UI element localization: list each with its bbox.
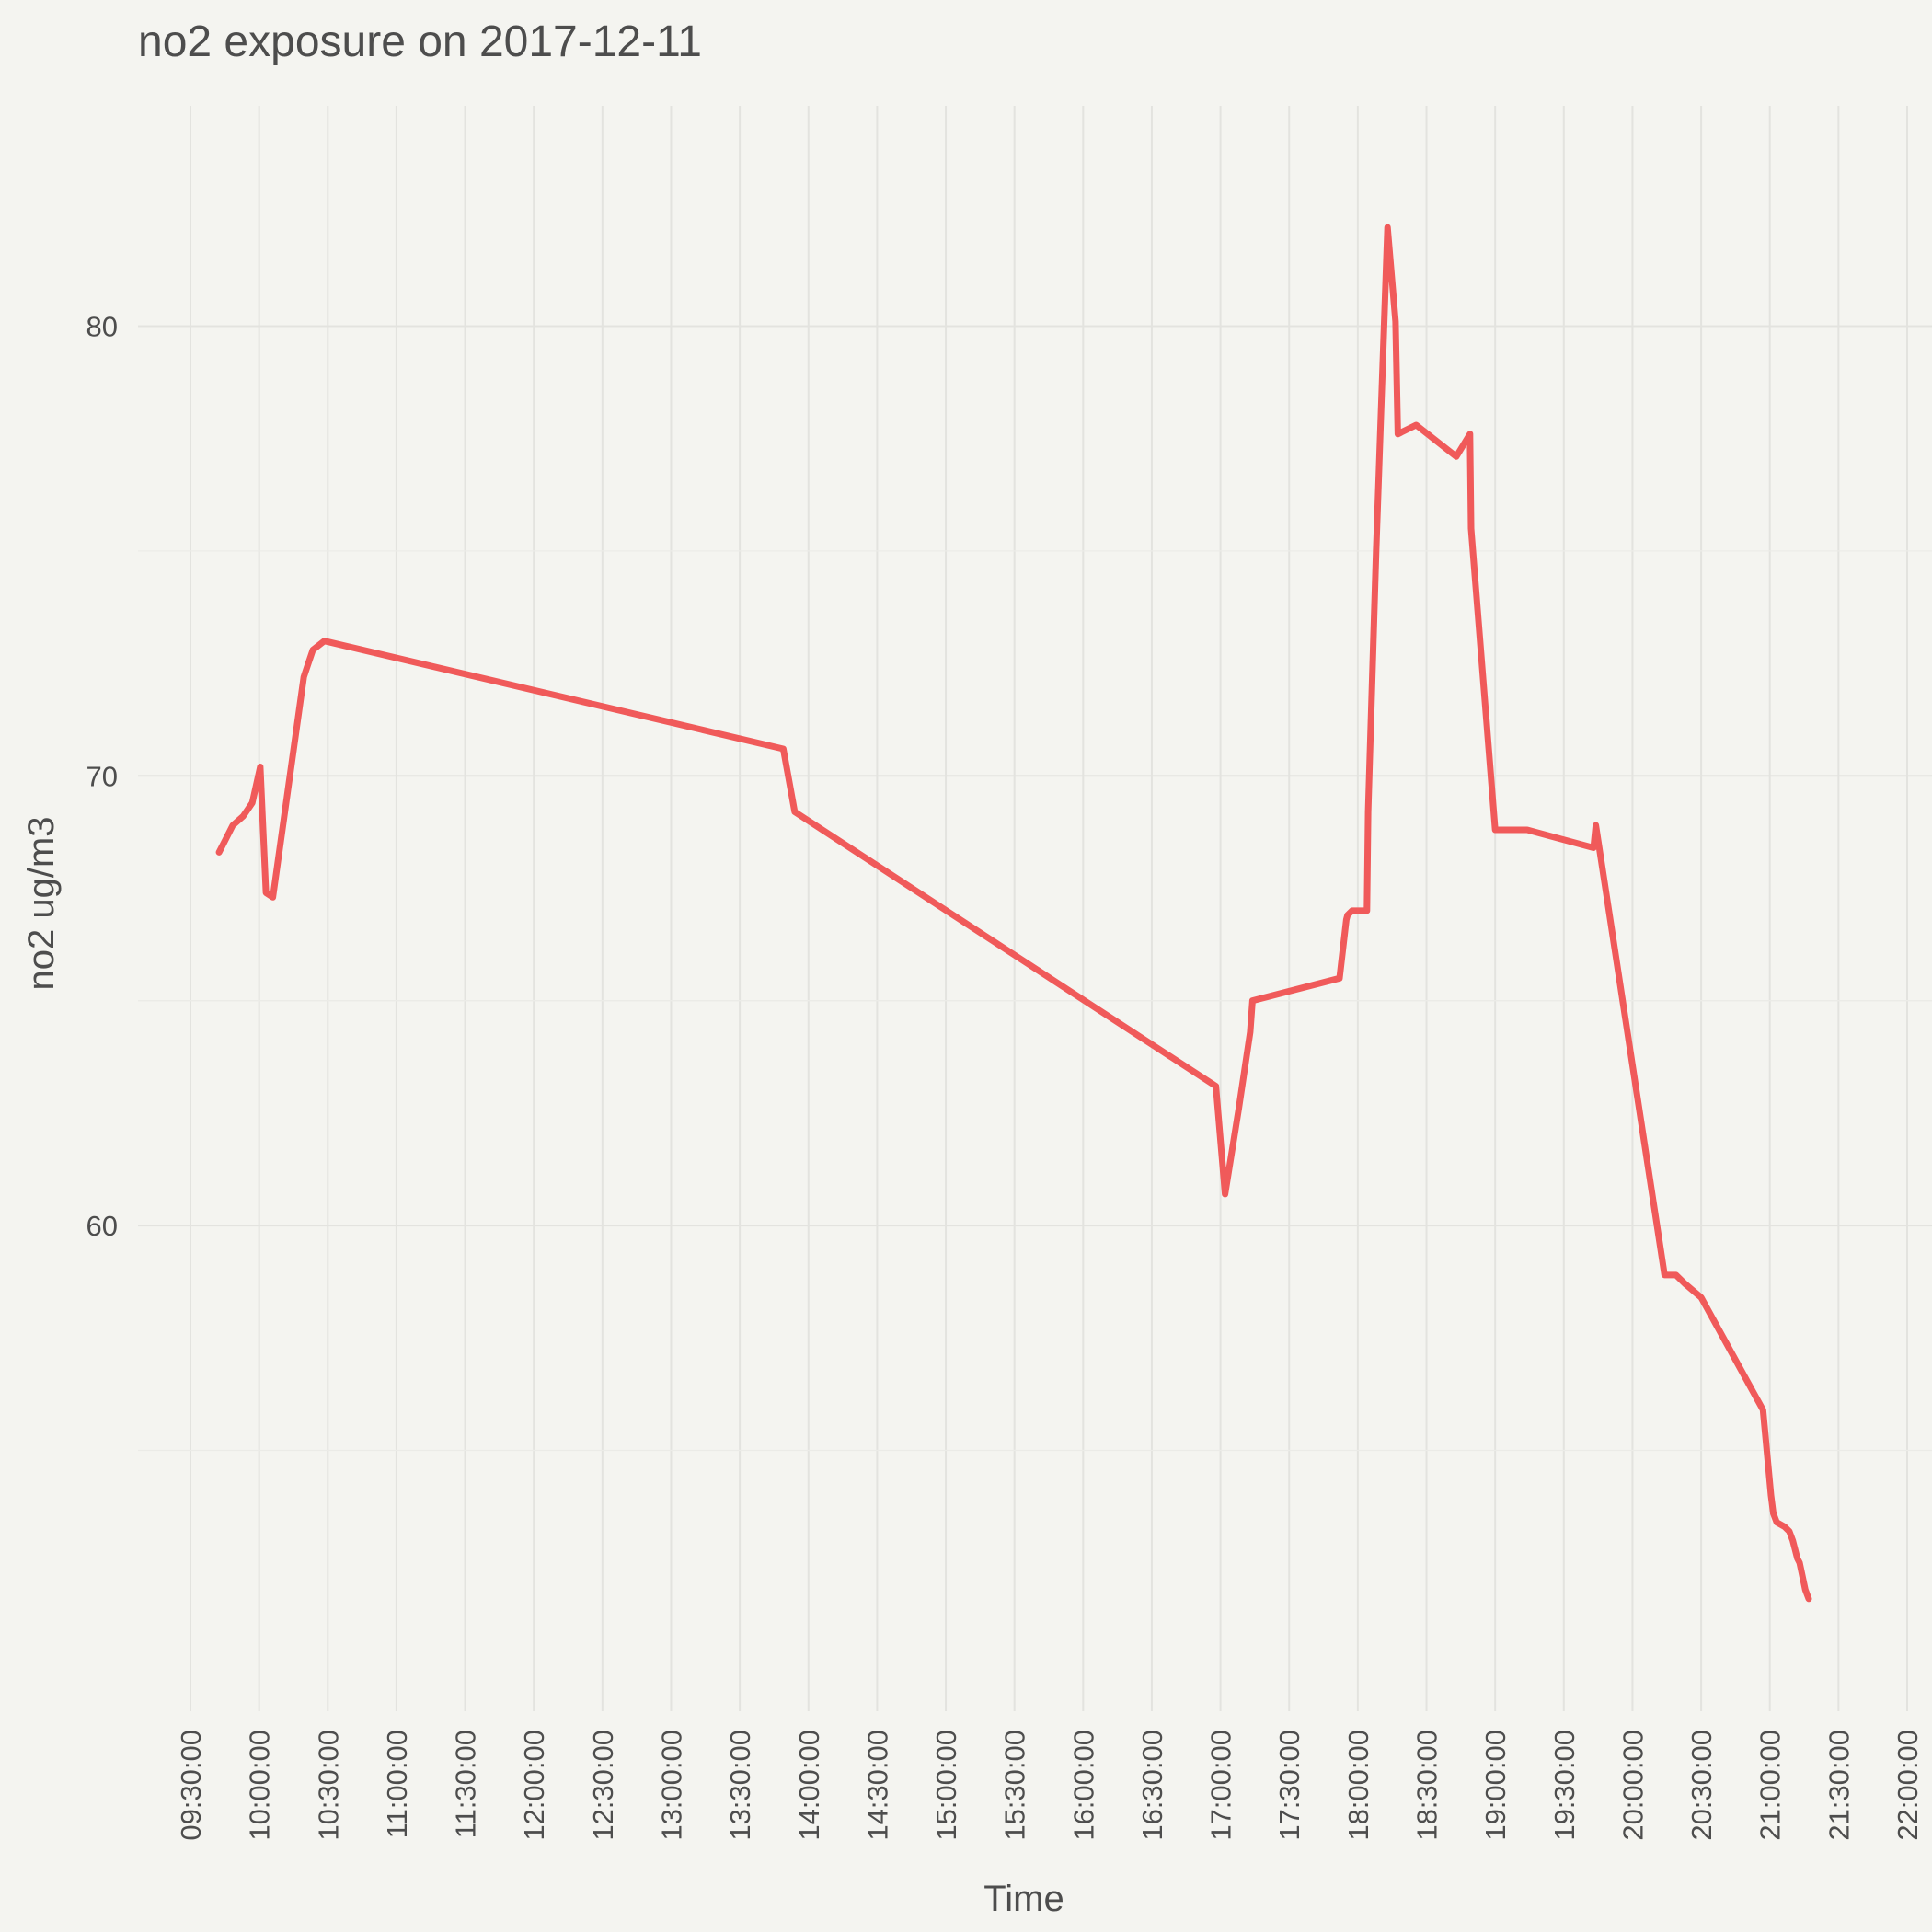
x-tick-label: 10:00:00 <box>244 1730 276 1841</box>
x-tick-label: 21:30:00 <box>1823 1730 1855 1841</box>
x-tick-label: 17:30:00 <box>1273 1730 1305 1841</box>
x-tick-label: 19:30:00 <box>1548 1730 1581 1841</box>
x-tick-label: 14:30:00 <box>861 1730 893 1841</box>
x-tick-label: 16:00:00 <box>1067 1730 1099 1841</box>
x-tick-label: 13:30:00 <box>724 1730 756 1841</box>
x-tick-label: 16:30:00 <box>1136 1730 1168 1841</box>
x-tick-label: 19:00:00 <box>1479 1730 1512 1841</box>
series-line <box>215 224 1812 1603</box>
chart-title: no2 exposure on 2017-12-11 <box>138 17 702 66</box>
x-tick-label: 09:30:00 <box>175 1730 207 1841</box>
x-tick-label: 13:00:00 <box>655 1730 687 1841</box>
x-tick-label: 10:30:00 <box>312 1730 344 1841</box>
x-tick-label: 11:00:00 <box>381 1730 413 1838</box>
y-tick-label: 80 <box>86 311 118 343</box>
x-axis-ticks: 09:30:00 10:00:00 10:30:00 11:00:00 11:30:00… <box>175 1730 1924 1841</box>
y-tick-label: 70 <box>86 760 118 792</box>
x-tick-label: 18:30:00 <box>1411 1730 1443 1841</box>
x-tick-label: 22:00:00 <box>1892 1730 1924 1841</box>
x-tick-label: 21:00:00 <box>1754 1730 1787 1841</box>
x-tick-label: 18:00:00 <box>1342 1730 1374 1841</box>
y-axis-title: no2 ug/m3 <box>21 816 62 990</box>
x-tick-label: 20:30:00 <box>1685 1730 1718 1841</box>
x-tick-label: 12:30:00 <box>587 1730 619 1841</box>
grid <box>138 106 1932 1711</box>
x-tick-label: 15:00:00 <box>930 1730 962 1841</box>
x-tick-label: 20:00:00 <box>1616 1730 1649 1841</box>
x-tick-label: 11:30:00 <box>450 1730 482 1838</box>
y-tick-label: 60 <box>86 1210 118 1242</box>
x-tick-label: 17:00:00 <box>1205 1730 1237 1841</box>
series-group <box>215 224 1812 1603</box>
x-tick-label: 15:30:00 <box>999 1730 1031 1841</box>
x-tick-label: 14:00:00 <box>793 1730 825 1841</box>
x-axis-title: Time <box>983 1879 1064 1919</box>
x-tick-label: 12:00:00 <box>518 1730 550 1841</box>
y-axis-ticks: 60 70 80 <box>86 311 118 1243</box>
